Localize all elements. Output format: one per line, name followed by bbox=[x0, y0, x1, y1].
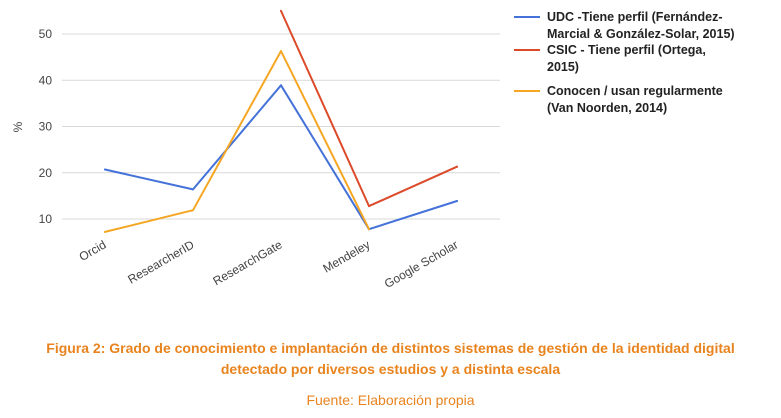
legend-label: CSIC - Tiene perfil (Ortega, bbox=[547, 43, 706, 57]
x-tick-label: Mendeley bbox=[320, 237, 372, 275]
series-line-2 bbox=[280, 9, 458, 208]
data-point bbox=[192, 188, 194, 191]
x-tick-label: Google Scholar bbox=[382, 237, 461, 290]
series-line-1 bbox=[104, 84, 458, 231]
legend-label: 2015) bbox=[547, 60, 579, 74]
caption-line-1: Figura 2: Grado de conocimiento e implan… bbox=[46, 340, 735, 356]
y-axis-ticks: 10 20 30 40 50 bbox=[39, 27, 53, 226]
legend: UDC -Tiene perfil (Fernández- Marcial & G… bbox=[514, 10, 735, 115]
y-tick-label: 20 bbox=[39, 166, 53, 180]
data-point bbox=[280, 9, 282, 12]
line-chart: 10 20 30 40 50 % Orcid ResearcherID ResearchGa… bbox=[11, 9, 735, 291]
source-note: Fuente: Elaboración propia bbox=[306, 392, 475, 408]
y-tick-label: 50 bbox=[39, 27, 53, 41]
data-point bbox=[368, 205, 370, 208]
y-axis-label: % bbox=[11, 121, 25, 132]
data-point bbox=[456, 165, 458, 168]
caption-line-2: detectado por diversos estudios y a dist… bbox=[220, 361, 561, 377]
x-axis-ticks: Orcid ResearcherID ResearchGate Mendeley Goo… bbox=[77, 237, 461, 291]
data-point bbox=[192, 209, 194, 212]
x-tick-label: Orcid bbox=[77, 237, 109, 263]
gridlines bbox=[62, 33, 500, 220]
legend-label: (Van Noorden, 2014) bbox=[547, 101, 667, 115]
y-tick-label: 40 bbox=[39, 73, 53, 87]
data-point bbox=[456, 200, 458, 202]
x-tick-label: ResearcherID bbox=[125, 237, 196, 286]
data-point bbox=[280, 50, 282, 53]
y-tick-label: 10 bbox=[39, 212, 53, 226]
data-point bbox=[104, 230, 106, 233]
data-point bbox=[280, 84, 282, 87]
y-tick-label: 30 bbox=[39, 120, 53, 134]
x-tick-label: ResearchGate bbox=[210, 237, 284, 288]
legend-label: Marcial & González-Solar, 2015) bbox=[547, 27, 735, 41]
series-line-3 bbox=[104, 50, 370, 233]
legend-label: Conocen / usan regularmente bbox=[547, 84, 723, 98]
data-point bbox=[104, 168, 106, 171]
data-point bbox=[368, 228, 370, 231]
series-lines bbox=[104, 9, 458, 233]
legend-label: UDC -Tiene perfil (Fernández- bbox=[547, 10, 722, 24]
figure-caption: Figura 2: Grado de conocimiento e implan… bbox=[0, 338, 781, 380]
